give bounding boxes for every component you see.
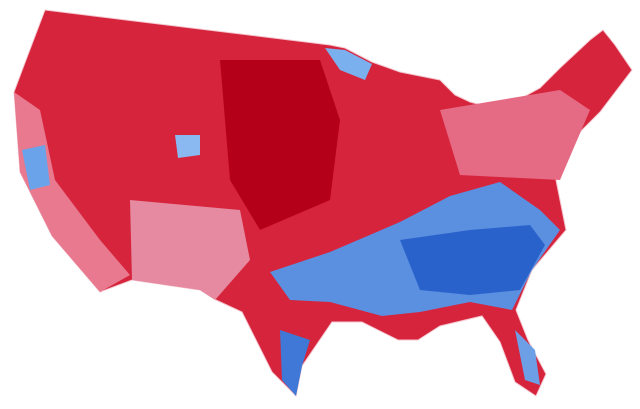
blue-colorado [175, 135, 200, 158]
dark-red-plains [220, 60, 340, 230]
light-red-northeast [440, 90, 590, 180]
blue-florida [515, 330, 540, 385]
blue-minnesota [325, 48, 372, 80]
light-red-west [14, 92, 130, 292]
dark-blue-black-belt [400, 225, 545, 295]
blue-west-coast [22, 145, 50, 190]
blue-texas [280, 330, 310, 396]
light-red-southwest [130, 200, 250, 300]
